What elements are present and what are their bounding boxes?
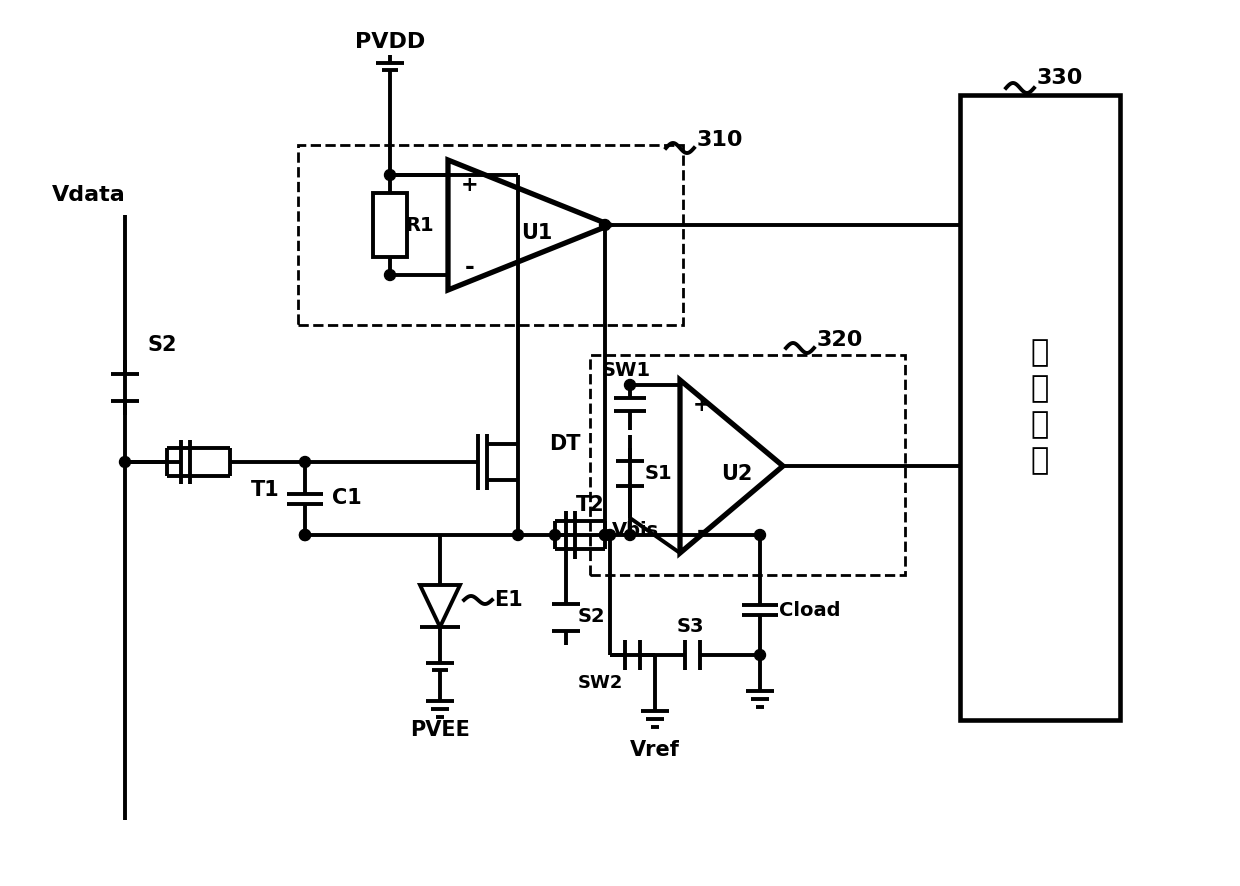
Circle shape xyxy=(599,530,610,540)
Text: S2: S2 xyxy=(577,608,605,626)
Text: -: - xyxy=(465,255,475,279)
Bar xyxy=(960,95,1120,720)
Text: SW1: SW1 xyxy=(601,361,651,379)
Circle shape xyxy=(384,269,396,281)
Circle shape xyxy=(754,649,765,660)
Text: U2: U2 xyxy=(720,464,753,484)
Text: PVEE: PVEE xyxy=(410,720,470,740)
Text: E1: E1 xyxy=(494,590,522,610)
Text: 320: 320 xyxy=(817,330,863,350)
Text: T2: T2 xyxy=(575,495,604,515)
Text: 330: 330 xyxy=(1037,68,1084,88)
Circle shape xyxy=(599,530,610,540)
Text: T1: T1 xyxy=(250,480,279,500)
Circle shape xyxy=(599,220,610,230)
Circle shape xyxy=(300,530,310,540)
Circle shape xyxy=(512,530,523,540)
Circle shape xyxy=(300,530,310,540)
Bar xyxy=(298,145,683,325)
Text: Vbis: Vbis xyxy=(613,520,660,540)
Text: +: + xyxy=(461,175,479,195)
Circle shape xyxy=(119,456,130,468)
Circle shape xyxy=(625,530,635,540)
Circle shape xyxy=(605,530,615,540)
Text: DT: DT xyxy=(549,434,580,454)
Text: SW2: SW2 xyxy=(578,674,622,692)
Text: Vdata: Vdata xyxy=(52,185,125,205)
Circle shape xyxy=(300,456,310,468)
Text: -: - xyxy=(697,519,707,543)
Circle shape xyxy=(754,530,765,540)
Text: PVDD: PVDD xyxy=(355,32,425,52)
Circle shape xyxy=(625,379,635,391)
Text: S2: S2 xyxy=(148,335,177,355)
Text: C1: C1 xyxy=(332,488,362,508)
Text: R1: R1 xyxy=(405,215,434,235)
Text: +: + xyxy=(693,395,711,415)
Bar xyxy=(373,193,407,257)
Circle shape xyxy=(549,530,560,540)
Text: Vref: Vref xyxy=(630,740,680,760)
Text: 运
算
单
元: 运 算 单 元 xyxy=(1030,338,1049,476)
Text: S3: S3 xyxy=(676,618,704,636)
Text: S1: S1 xyxy=(645,463,672,483)
Text: U1: U1 xyxy=(521,223,553,243)
Text: 310: 310 xyxy=(697,130,743,150)
Bar xyxy=(590,355,905,575)
Circle shape xyxy=(384,169,396,181)
Text: Cload: Cload xyxy=(779,601,841,619)
